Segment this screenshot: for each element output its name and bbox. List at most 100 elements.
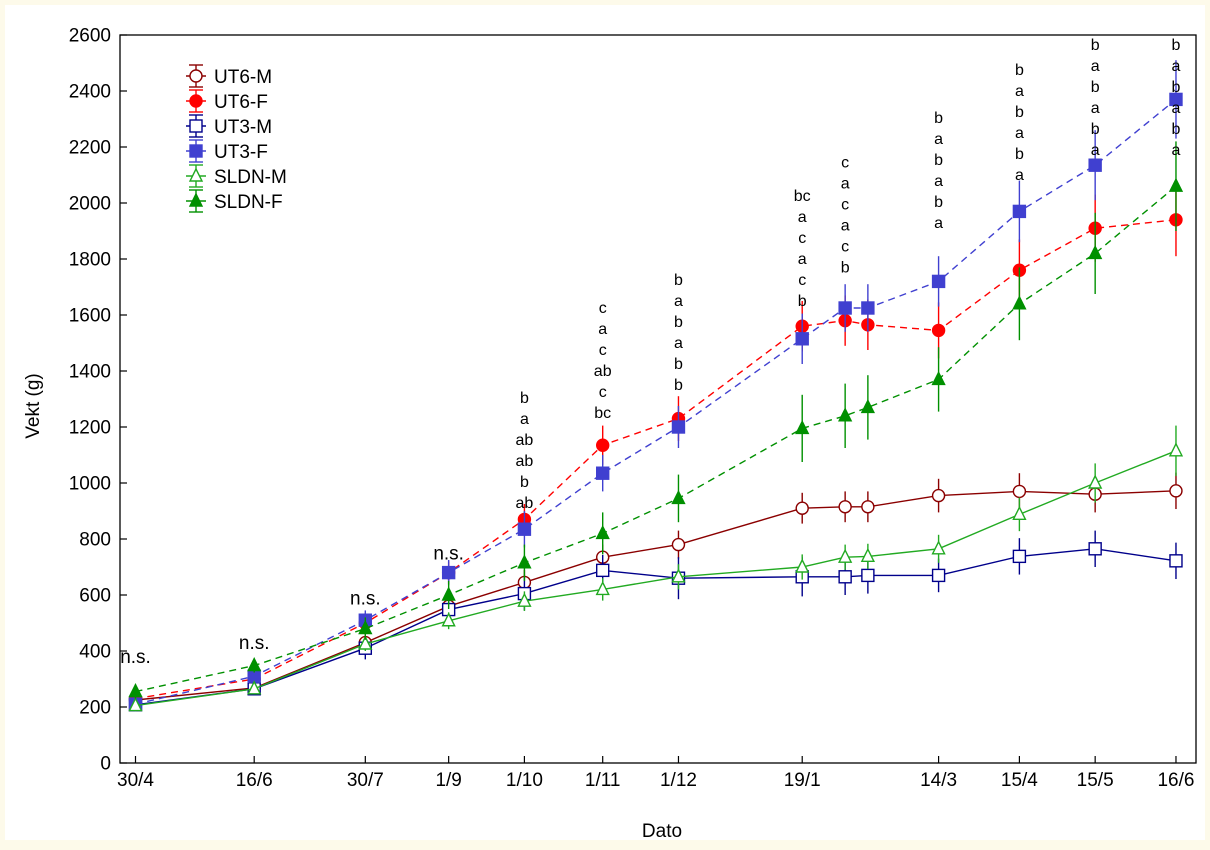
significance-label: b	[1015, 146, 1024, 163]
data-point	[1169, 484, 1183, 498]
data-point	[358, 635, 373, 650]
data-point	[931, 323, 946, 338]
legend-label: UT6-M	[214, 67, 272, 88]
significance-label: a	[1091, 142, 1100, 159]
legend-label: SLDN-F	[214, 192, 283, 213]
y-tick-label: 2600	[69, 26, 111, 47]
significance-label: a	[841, 218, 850, 235]
data-point	[517, 592, 532, 607]
data-point	[128, 697, 143, 712]
y-tick-label: 2400	[69, 82, 111, 103]
x-tick-label: 1/9	[435, 770, 461, 791]
significance-label: b	[798, 293, 807, 310]
significance-label: b	[1091, 37, 1100, 54]
y-tick-label: 0	[100, 754, 111, 775]
significance-label: n.s.	[350, 588, 381, 609]
significance-label: c	[599, 384, 607, 401]
data-point	[1088, 158, 1102, 172]
data-point	[861, 301, 875, 315]
legend-marker	[188, 192, 204, 207]
significance-label: c	[599, 342, 607, 359]
legend-item-ut6-f: UT6-F	[186, 89, 268, 113]
significance-label: c	[841, 197, 849, 214]
legend-marker	[189, 94, 203, 108]
x-tick-label: 1/11	[585, 770, 621, 791]
y-tick-label: 200	[79, 698, 111, 719]
significance-label: b	[1091, 121, 1100, 138]
significance-label: a	[798, 251, 807, 268]
data-point	[596, 466, 610, 480]
significance-label: ab	[516, 495, 534, 512]
significance-label: b	[934, 194, 943, 211]
significance-label: c	[798, 272, 806, 289]
data-point	[931, 370, 946, 386]
data-point	[1088, 542, 1102, 556]
significance-label: a	[674, 293, 683, 310]
significance-label: b	[1172, 121, 1181, 138]
significance-label: b	[1172, 37, 1181, 54]
annotations-layer: n.s.n.s.n.s.n.s.baababbabcacabcbcbababbb…	[120, 37, 1180, 668]
legend: UT6-M UT6-F UT3-M UT3-F SLDN-M SLDN-F	[186, 64, 287, 213]
legend-item-ut3-f: UT3-F	[186, 139, 268, 163]
data-point	[595, 524, 610, 540]
significance-label: a	[1091, 58, 1100, 75]
x-tick-label: 16/6	[1157, 770, 1194, 791]
series-line	[135, 98, 1177, 705]
data-point	[931, 274, 946, 289]
significance-label: a	[1091, 100, 1100, 117]
significance-label: a	[934, 131, 943, 148]
data-point	[861, 568, 875, 583]
x-tick-label: 1/10	[506, 770, 543, 791]
data-point	[1012, 204, 1027, 219]
data-point	[1012, 484, 1027, 499]
significance-label: b	[520, 390, 529, 407]
significance-label: n.s.	[120, 647, 151, 668]
x-tick-label: 14/3	[920, 770, 957, 791]
significance-label: ab	[594, 363, 612, 380]
significance-label: a	[1015, 125, 1024, 142]
y-tick-label: 2200	[69, 138, 111, 159]
significance-label: bc	[594, 405, 611, 422]
significance-label: b	[1091, 79, 1100, 96]
data-point	[517, 554, 532, 569]
x-axis-title: Dato	[642, 821, 682, 842]
data-point	[838, 500, 852, 514]
data-point	[358, 620, 373, 635]
data-point	[441, 586, 456, 601]
data-point	[441, 612, 456, 627]
data-point	[795, 501, 809, 515]
significance-label: a	[934, 173, 943, 190]
significance-label: a	[1172, 142, 1181, 159]
legend-item-ut3-m: UT3-M	[186, 114, 272, 138]
y-tick-label: 2000	[69, 194, 111, 215]
data-point	[671, 537, 686, 552]
significance-label: b	[1172, 79, 1181, 96]
data-point	[860, 398, 876, 414]
significance-label: c	[841, 155, 849, 172]
legend-marker	[188, 167, 204, 182]
significance-label: b	[1015, 62, 1024, 79]
data-point	[247, 656, 262, 672]
series-sldn-f	[128, 141, 1184, 699]
series-line	[135, 185, 1177, 693]
data-point	[517, 522, 532, 536]
y-tick-label: 1400	[69, 362, 111, 383]
significance-label: b	[674, 272, 683, 289]
significance-label: b	[841, 260, 850, 277]
data-point	[1012, 505, 1027, 521]
significance-label: b	[934, 110, 943, 127]
data-point	[595, 580, 610, 596]
significance-label: b	[1015, 104, 1024, 121]
significance-label: b	[520, 474, 529, 491]
y-axis-title: Vekt (g)	[23, 373, 44, 438]
data-point	[1088, 474, 1103, 489]
data-point	[931, 540, 946, 555]
data-point	[838, 548, 853, 563]
significance-label: n.s.	[239, 633, 270, 654]
x-tick-label: 1/12	[660, 770, 697, 791]
x-tick-label: 15/4	[1001, 770, 1038, 791]
significance-label: a	[934, 215, 943, 232]
x-tick-label: 30/7	[347, 770, 384, 791]
